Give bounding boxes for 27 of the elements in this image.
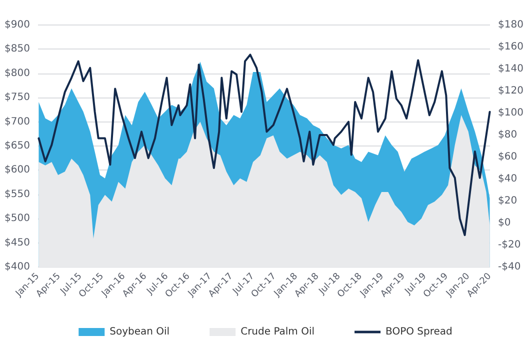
y2-tick-label: $20 <box>498 196 518 206</box>
y2-tick-label: $160 <box>498 42 524 52</box>
y2-tick-label: -$40 <box>498 262 521 272</box>
y2-tick-label: $60 <box>498 152 518 162</box>
y2-tick-label: $180 <box>498 20 524 30</box>
y2-tick-label: $0 <box>498 218 511 228</box>
y-tick-label: $850 <box>4 44 30 55</box>
legend-label: Crude Palm Oil <box>240 326 315 338</box>
y-tick-label: $400 <box>4 262 30 272</box>
y-tick-label: $900 <box>4 20 30 30</box>
y-tick-label: $550 <box>4 188 30 200</box>
y-tick-label: $750 <box>4 92 30 104</box>
y2-tick-label: $40 <box>498 174 518 184</box>
y-tick-label: $500 <box>4 213 30 224</box>
y2-tick-label: $100 <box>498 108 524 118</box>
y-tick-label: $800 <box>4 68 30 79</box>
line-series <box>38 54 491 236</box>
legend-label: BOPO Spread <box>386 326 452 338</box>
y-tick-label: $450 <box>4 237 30 248</box>
y2-tick-label: -$20 <box>498 240 521 250</box>
y2-tick-label: $140 <box>498 64 524 74</box>
y-tick-label: $600 <box>4 164 30 176</box>
y-tick-label: $700 <box>4 116 30 128</box>
legend-label: Soybean Oil <box>110 326 170 338</box>
y2-tick-label: $120 <box>498 86 524 96</box>
y-tick-label: $650 <box>4 140 30 152</box>
y2-tick-label: $80 <box>498 130 518 140</box>
